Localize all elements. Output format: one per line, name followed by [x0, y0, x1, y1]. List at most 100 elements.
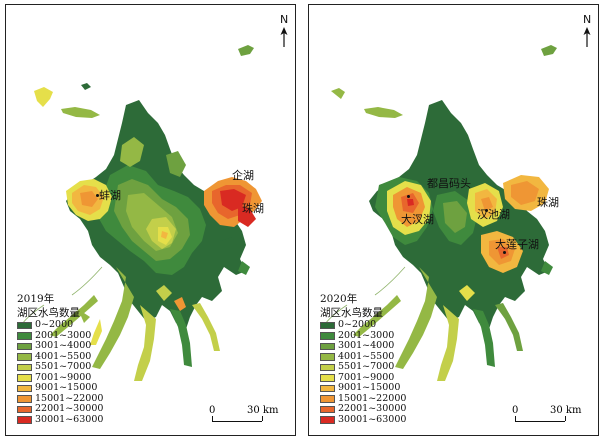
- lake-label: 大汊湖: [401, 213, 434, 226]
- scale-end: 30 km: [247, 405, 279, 416]
- legend-swatch: [320, 332, 335, 340]
- legend-title: 湖区水鸟数量: [17, 307, 80, 319]
- legend-item: 30001~63000: [17, 413, 104, 426]
- scale-tick: [262, 416, 263, 421]
- legend-label: 7001~9000: [338, 371, 395, 383]
- legend-item: 3001~4000: [17, 341, 103, 352]
- legend-item: 2001~3000: [17, 329, 103, 342]
- scale-line: [515, 421, 565, 422]
- legend-label: 0~2000: [338, 319, 377, 331]
- scale-start: 0: [209, 405, 216, 416]
- legend-item: 22001~30000: [320, 404, 406, 415]
- legend-swatch: [320, 353, 335, 361]
- lake-label: 都昌码头: [427, 177, 471, 190]
- legend-item: 0~2000: [320, 320, 406, 331]
- legend: 2019年 湖区水鸟数量 0~2000 2001~3000 3001~4000 400…: [17, 292, 103, 425]
- legend-item: 4001~5500: [17, 350, 103, 363]
- legend-label: 4001~5500: [35, 350, 92, 362]
- year-label: 2019年: [17, 293, 55, 305]
- legend-swatch: [320, 342, 335, 350]
- legend-swatch: [17, 374, 32, 382]
- legend-item: 5501~7000: [17, 362, 103, 373]
- legend-swatch: [17, 353, 32, 361]
- location-dot: [503, 251, 506, 254]
- legend-swatch: [17, 384, 32, 392]
- legend-title: 湖区水鸟数量: [320, 307, 383, 319]
- location-dot: [96, 194, 99, 197]
- legend-label: 22001~30000: [338, 403, 407, 415]
- scale-line: [212, 421, 262, 422]
- legend-label: 15001~22000: [35, 392, 104, 404]
- legend-label: 7001~9000: [35, 371, 92, 383]
- legend-item: 3001~4000: [320, 341, 406, 352]
- lake-label: 珠湖: [537, 196, 559, 209]
- lake-label: 大莲子湖: [495, 238, 539, 251]
- legend-label: 22001~30000: [35, 403, 104, 415]
- lake-label: 珠湖: [242, 202, 264, 215]
- legend-swatch: [320, 374, 335, 382]
- north-arrow: N: [277, 13, 291, 47]
- legend-swatch: [320, 416, 335, 424]
- legend-label: 9001~15000: [35, 382, 98, 394]
- scale-bar: 0 30 km: [512, 405, 581, 427]
- legend-swatch: [320, 405, 335, 413]
- legend-rows: 0~2000 2001~3000 3001~4000 4001~5500 5501~70…: [320, 320, 406, 425]
- north-label: N: [583, 13, 592, 26]
- legend-label: 3001~4000: [338, 340, 395, 352]
- location-dot: [485, 209, 488, 212]
- scale-bar: 0 30 km: [209, 405, 278, 427]
- legend-swatch: [17, 416, 32, 424]
- legend-item: 9001~15000: [320, 383, 406, 394]
- lake-label: 企湖: [232, 169, 254, 182]
- legend-swatch: [320, 384, 335, 392]
- legend-item: 9001~15000: [17, 383, 103, 394]
- scale-start: 0: [512, 405, 519, 416]
- location-dot: [407, 195, 410, 198]
- north-arrow: N: [580, 13, 594, 47]
- lake-label: 汉池湖: [477, 208, 510, 221]
- legend: 2020年 湖区水鸟数量 0~2000 2001~3000 3001~4000 400…: [320, 292, 406, 425]
- legend-swatch: [17, 321, 32, 329]
- legend-label: 30001~63000: [338, 413, 407, 425]
- north-arrow-icon: [583, 27, 591, 47]
- legend-item: 30001~63000: [320, 413, 407, 426]
- lake-map-2019: [19, 45, 262, 381]
- map-panel-2020: N 都昌码头 大汊湖 汉池湖 珠湖 大莲子湖 2020年 湖区水鸟数量 0~20…: [308, 4, 599, 436]
- year-label: 2020年: [320, 293, 358, 305]
- legend-label: 5501~7000: [35, 361, 92, 373]
- legend-rows: 0~2000 2001~3000 3001~4000 4001~5500 5501~70…: [17, 320, 103, 425]
- legend-swatch: [17, 405, 32, 413]
- scale-tick: [515, 416, 516, 421]
- legend-item: 7001~9000: [320, 371, 406, 384]
- legend-label: 0~2000: [35, 319, 74, 331]
- legend-swatch: [17, 332, 32, 340]
- map-panel-2019: N 蚌湖 企湖 珠湖 2019年 湖区水鸟数量 0~2000 2001~3000 3…: [5, 4, 296, 436]
- legend-swatch: [17, 342, 32, 350]
- lake-label: 蚌湖: [99, 189, 121, 202]
- legend-label: 15001~22000: [338, 392, 407, 404]
- lake-map-2020: [322, 45, 557, 381]
- legend-label: 4001~5500: [338, 350, 395, 362]
- legend-swatch: [17, 395, 32, 403]
- legend-swatch: [17, 363, 32, 371]
- legend-label: 9001~15000: [338, 382, 401, 394]
- legend-swatch: [320, 395, 335, 403]
- legend-label: 5501~7000: [338, 361, 395, 373]
- legend-label: 2001~3000: [338, 329, 395, 341]
- scale-end: 30 km: [550, 405, 582, 416]
- legend-label: 2001~3000: [35, 329, 92, 341]
- legend-label: 3001~4000: [35, 340, 92, 352]
- scale-tick: [212, 416, 213, 421]
- north-label: N: [280, 13, 289, 26]
- north-arrow-icon: [280, 27, 288, 47]
- legend-swatch: [320, 321, 335, 329]
- legend-item: 15001~22000: [320, 392, 407, 405]
- scale-tick: [565, 416, 566, 421]
- legend-item: 15001~22000: [17, 392, 104, 405]
- legend-item: 22001~30000: [17, 404, 103, 415]
- legend-item: 0~2000: [17, 320, 103, 331]
- legend-swatch: [320, 363, 335, 371]
- legend-label: 30001~63000: [35, 413, 104, 425]
- legend-item: 7001~9000: [17, 371, 103, 384]
- legend-item: 2001~3000: [320, 329, 406, 342]
